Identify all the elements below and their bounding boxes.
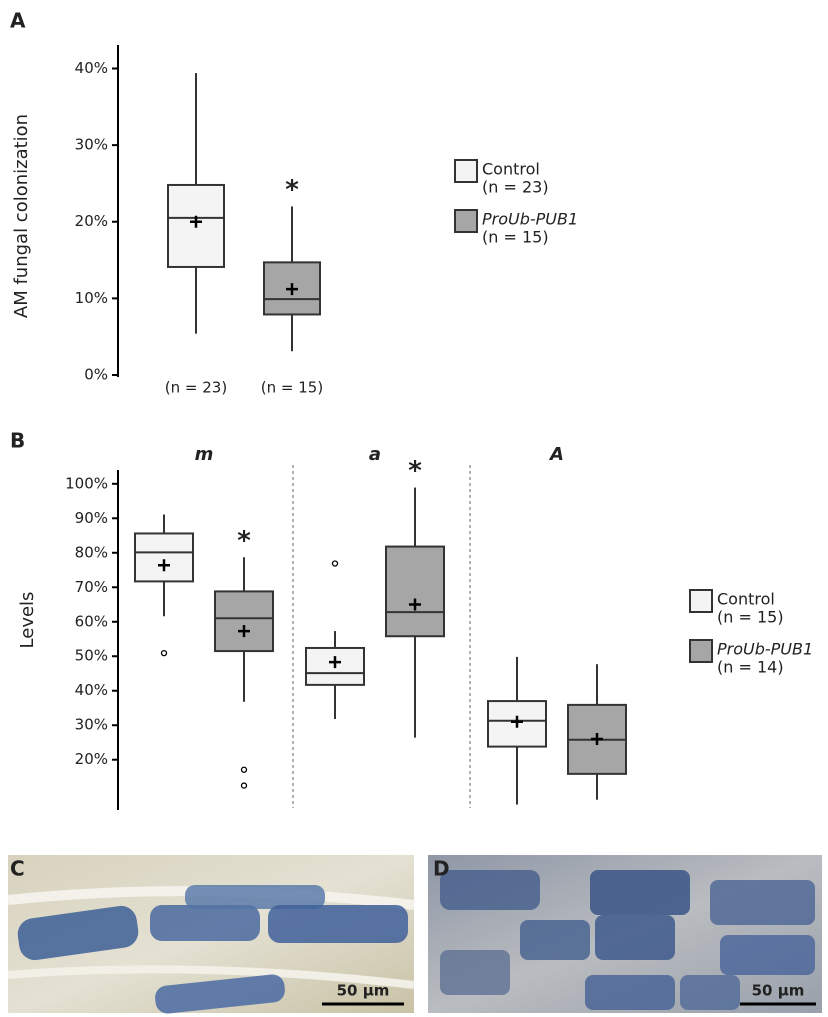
legend-note: (n = 15) bbox=[482, 228, 549, 247]
legend-label: Control bbox=[482, 160, 540, 179]
box bbox=[134, 532, 194, 583]
y-tick-label: 60% bbox=[75, 612, 108, 630]
scale-bar-label: 50 µm bbox=[752, 982, 805, 1000]
y-tick-label: 100% bbox=[65, 474, 108, 492]
mean-marker bbox=[286, 283, 298, 296]
y-tick-label: 20% bbox=[75, 750, 108, 768]
x-tick-label: (n = 15) bbox=[261, 379, 323, 397]
y-axis-label: Levels bbox=[17, 592, 38, 649]
panel-label: C bbox=[10, 857, 25, 881]
mean-marker bbox=[329, 656, 341, 669]
significance: * bbox=[408, 456, 422, 486]
outlier bbox=[160, 649, 168, 657]
y-tick-label: 10% bbox=[75, 289, 108, 307]
box bbox=[385, 545, 445, 638]
y-tick-label: 40% bbox=[75, 681, 108, 699]
group-label: A bbox=[548, 444, 564, 465]
mean-marker bbox=[190, 215, 202, 228]
scale-bar-label: 50 µm bbox=[337, 982, 390, 1000]
legend-note: (n = 23) bbox=[482, 178, 549, 197]
legend-label: Control bbox=[717, 590, 775, 609]
panel-label: D bbox=[433, 857, 450, 881]
y-tick-label: 30% bbox=[75, 716, 108, 734]
mean-marker bbox=[238, 625, 250, 638]
y-tick-label: 40% bbox=[75, 59, 108, 77]
significance: * bbox=[285, 175, 299, 205]
mean-marker bbox=[511, 715, 523, 728]
panel-label: A bbox=[10, 9, 26, 33]
y-tick-label: 0% bbox=[84, 366, 108, 384]
micrograph-c bbox=[7, 855, 415, 1014]
y-tick-label: 70% bbox=[75, 578, 108, 596]
box bbox=[214, 590, 274, 653]
legend-swatch bbox=[454, 159, 478, 183]
y-tick-label: 20% bbox=[75, 212, 108, 230]
y-axis-label: AM fungal colonization bbox=[11, 114, 32, 318]
group-label: m bbox=[195, 444, 214, 465]
legend-swatch bbox=[689, 589, 713, 613]
legend-label: ProUb-PUB1 bbox=[482, 210, 578, 229]
legend-swatch bbox=[689, 639, 713, 663]
mean-marker bbox=[409, 598, 421, 611]
legend-swatch bbox=[454, 209, 478, 233]
outlier bbox=[331, 560, 339, 567]
y-tick-label: 30% bbox=[75, 136, 108, 154]
outlier bbox=[240, 782, 248, 789]
y-tick-label: 90% bbox=[75, 509, 108, 527]
panel-label: B bbox=[10, 429, 25, 453]
legend-label: ProUb-PUB1 bbox=[717, 640, 813, 659]
legend-note: (n = 14) bbox=[717, 658, 784, 677]
mean-marker bbox=[158, 559, 170, 572]
group-label: a bbox=[369, 444, 381, 465]
x-tick-label: (n = 23) bbox=[165, 379, 227, 397]
y-tick-label: 80% bbox=[75, 543, 108, 561]
outlier bbox=[240, 766, 248, 773]
legend-note: (n = 15) bbox=[717, 608, 784, 627]
y-tick-label: 50% bbox=[75, 647, 108, 665]
significance: * bbox=[237, 526, 251, 556]
mean-marker bbox=[591, 733, 603, 746]
micrograph-d bbox=[428, 855, 822, 1013]
